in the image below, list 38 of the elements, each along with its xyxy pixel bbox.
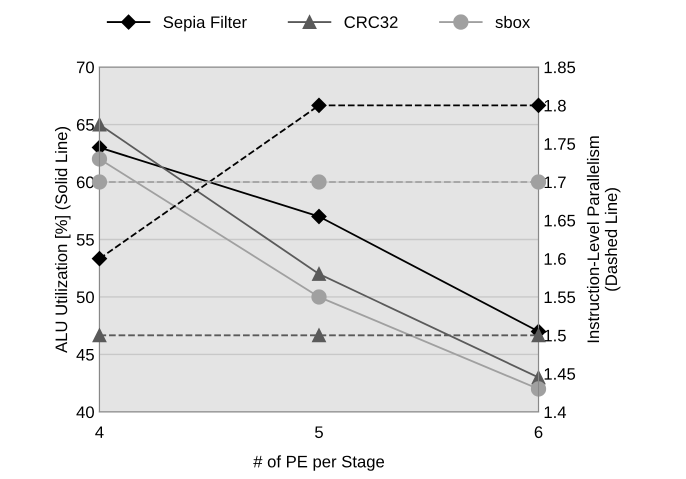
- point: [92, 251, 108, 266]
- x-tick-label: 4: [95, 426, 104, 438]
- y2-tick-label: 1.55: [544, 292, 576, 304]
- y2-axis-title: Instruction-Level Parallelism (Dashed Line): [586, 136, 620, 342]
- point: [532, 328, 546, 342]
- point: [92, 328, 106, 342]
- y-tick-label: 40: [76, 406, 94, 418]
- y-axis-title: ALU Utilization [%] (Solid Line): [54, 127, 71, 353]
- y2-tick-label: 1.85: [544, 61, 576, 74]
- y-tick-label: 55: [76, 234, 94, 246]
- point: [312, 328, 326, 342]
- x-tick-label: 6: [534, 426, 542, 438]
- point: [312, 267, 326, 281]
- y2-tick-label: 1.5: [544, 330, 566, 342]
- point: [92, 151, 108, 167]
- point: [530, 174, 546, 190]
- y2-tick-label: 1.7: [544, 176, 566, 188]
- point: [92, 174, 108, 190]
- y-tick-label: 65: [76, 118, 94, 131]
- y2-tick-label: 1.65: [544, 214, 576, 227]
- legend-label: sbox: [495, 16, 530, 28]
- y2-tick-label: 1.6: [544, 253, 566, 265]
- point: [311, 98, 327, 113]
- x-tick-label: 5: [315, 426, 323, 438]
- y-tick-label: 70: [76, 61, 94, 74]
- y-tick-label: 45: [76, 349, 94, 361]
- point: [311, 208, 327, 224]
- legend-label: Sepia Filter: [164, 16, 247, 32]
- x-axis-title: # of PE per Stage: [253, 455, 384, 471]
- point: [311, 174, 327, 190]
- point: [311, 289, 327, 305]
- y2-tick-label: 1.4: [544, 406, 566, 418]
- y2-tick-label: 1.75: [544, 138, 576, 150]
- y-tick-label: 50: [76, 291, 94, 304]
- point: [530, 381, 546, 397]
- legend-label: CRC32: [344, 16, 398, 28]
- y2-tick-label: 1.45: [544, 368, 576, 380]
- y2-tick-label: 1.8: [544, 100, 566, 112]
